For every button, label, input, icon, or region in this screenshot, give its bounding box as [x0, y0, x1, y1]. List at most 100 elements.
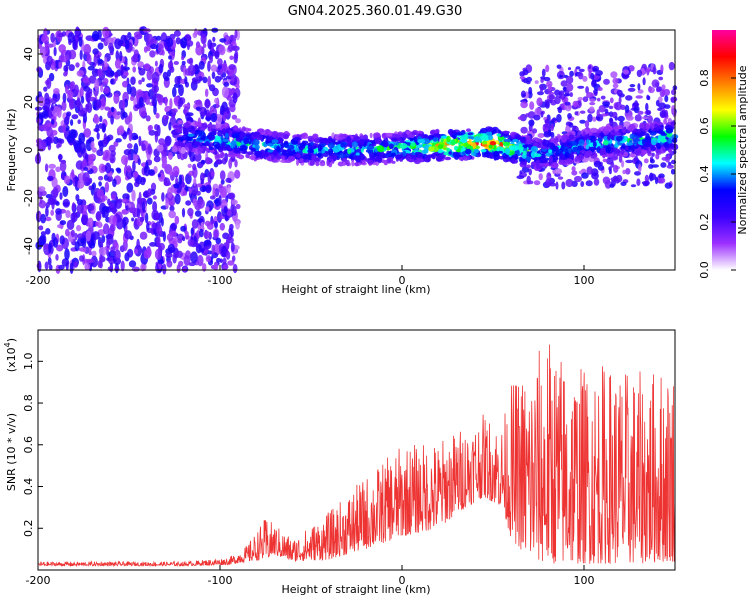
spectrogram-cell [52, 136, 59, 145]
y-tick-label: 0.2 [22, 520, 35, 538]
spectrogram-cell [150, 43, 158, 50]
spectrogram-cell [557, 106, 563, 114]
spectrogram-cell [202, 43, 207, 48]
spectrogram-cell [577, 85, 585, 89]
spectrogram-cell [143, 46, 148, 53]
spectrogram-cell [148, 124, 153, 131]
spectrogram-cell [111, 206, 117, 215]
spectrogram-cell [168, 121, 172, 131]
spectrogram-cell [78, 36, 83, 47]
spectrogram-cell [65, 228, 70, 237]
spectrogram-cell [103, 223, 110, 235]
spectrogram-cell [503, 138, 512, 143]
spectrogram-cell [561, 137, 567, 143]
spectrogram-cell [202, 186, 206, 192]
spectrogram-cell [487, 135, 494, 141]
spectrogram-cell [537, 133, 545, 138]
spectrogram-cell [174, 76, 181, 85]
spectrogram-cell [621, 160, 625, 168]
spectrogram-cell [585, 180, 593, 187]
spectrogram-cell [627, 87, 636, 92]
spectrogram-cell [219, 38, 227, 43]
spectrogram-cell [200, 159, 206, 165]
spectrogram-cell [211, 71, 216, 80]
spectrogram-cell [549, 182, 557, 187]
spectrogram-cell [567, 67, 572, 71]
spectrogram-cell [255, 150, 262, 157]
spectrogram-cell [407, 158, 415, 163]
spectrogram-cell [187, 163, 192, 168]
spectrogram-cell [620, 148, 625, 155]
spectrogram-cell [214, 221, 218, 229]
x-tick-label: 100 [574, 574, 595, 587]
spectrogram-cell [139, 231, 148, 240]
spectrogram-cell [271, 139, 279, 144]
spectrogram-cell [152, 195, 157, 200]
spectrogram-cell [235, 203, 241, 210]
spectrogram-cell [109, 51, 114, 56]
spectrogram-cell [658, 173, 665, 179]
spectrogram-cell [354, 161, 359, 167]
spectrogram-cell [487, 127, 495, 131]
spectrogram-cell [504, 148, 511, 155]
spectrogram-cell [221, 138, 229, 142]
spectrogram-cell [69, 262, 74, 274]
spectrogram-cell [321, 148, 326, 154]
spectrogram-cell [417, 138, 426, 144]
spectrogram-cell [381, 132, 387, 139]
y-tick-label: 1.0 [22, 353, 35, 371]
spectrogram-cell [234, 169, 241, 179]
spectrogram-cell [114, 242, 119, 251]
spectrogram-cell [124, 230, 132, 240]
snr-series-line [37, 344, 676, 568]
spectrogram-cell [574, 158, 579, 162]
spectrogram-cell [574, 175, 582, 183]
spectrogram-cell [225, 251, 231, 260]
spectrogram-cell [218, 195, 222, 206]
spectrogram-cell [177, 238, 183, 244]
spectrogram-cell [90, 141, 95, 150]
spectrogram-cell [61, 258, 70, 267]
spectrogram-cell [222, 257, 227, 265]
snr-frame [37, 329, 676, 571]
spectrogram-cell [204, 88, 209, 98]
spectrogram-cell [223, 206, 228, 214]
spectrogram-cell [629, 133, 635, 140]
spectrogram-cell [203, 230, 211, 239]
spectrogram-cell [70, 212, 78, 223]
spectrogram-cell [214, 97, 219, 104]
spectrogram-cell [36, 152, 41, 164]
spectrogram-cell [127, 143, 133, 149]
spectrogram-cell [651, 164, 659, 168]
spectrogram-cell [556, 113, 562, 123]
spectrogram-cell [205, 184, 212, 194]
spectrogram-cell [559, 74, 563, 78]
spectrogram-cell [610, 179, 616, 187]
spectrogram-cell [386, 132, 393, 137]
spectrogram-cell [122, 131, 127, 140]
spectrogram-cell [214, 159, 223, 165]
spectrogram-cell [77, 233, 85, 239]
spectrogram-cell [575, 66, 581, 70]
spectrogram-cell [151, 222, 157, 230]
spectrogram-cell [99, 254, 103, 265]
spectrogram-cell [107, 175, 114, 182]
spectrogram-cell [132, 66, 136, 73]
colorbar-tick-label: 0.2 [698, 213, 711, 231]
spectrogram-cell [207, 39, 213, 50]
spectrogram-cell [138, 191, 142, 204]
spectrogram-cell [548, 155, 553, 163]
spectrogram-cell [146, 69, 153, 81]
spectrogram-cell [212, 36, 216, 42]
spectrogram-cell [554, 168, 563, 175]
spectrogram-cell [566, 83, 574, 92]
spectrogram-cell [85, 104, 90, 112]
spectrogram-cell [98, 123, 104, 129]
spectrogram-cell [663, 118, 667, 125]
spectrogram-cell [71, 169, 75, 178]
spectrogram-cell [96, 188, 104, 199]
spectrogram-cell [613, 125, 620, 132]
spectrogram-cell [204, 108, 207, 115]
spectrogram-cell [327, 142, 335, 149]
spectrogram-cell [74, 232, 78, 241]
